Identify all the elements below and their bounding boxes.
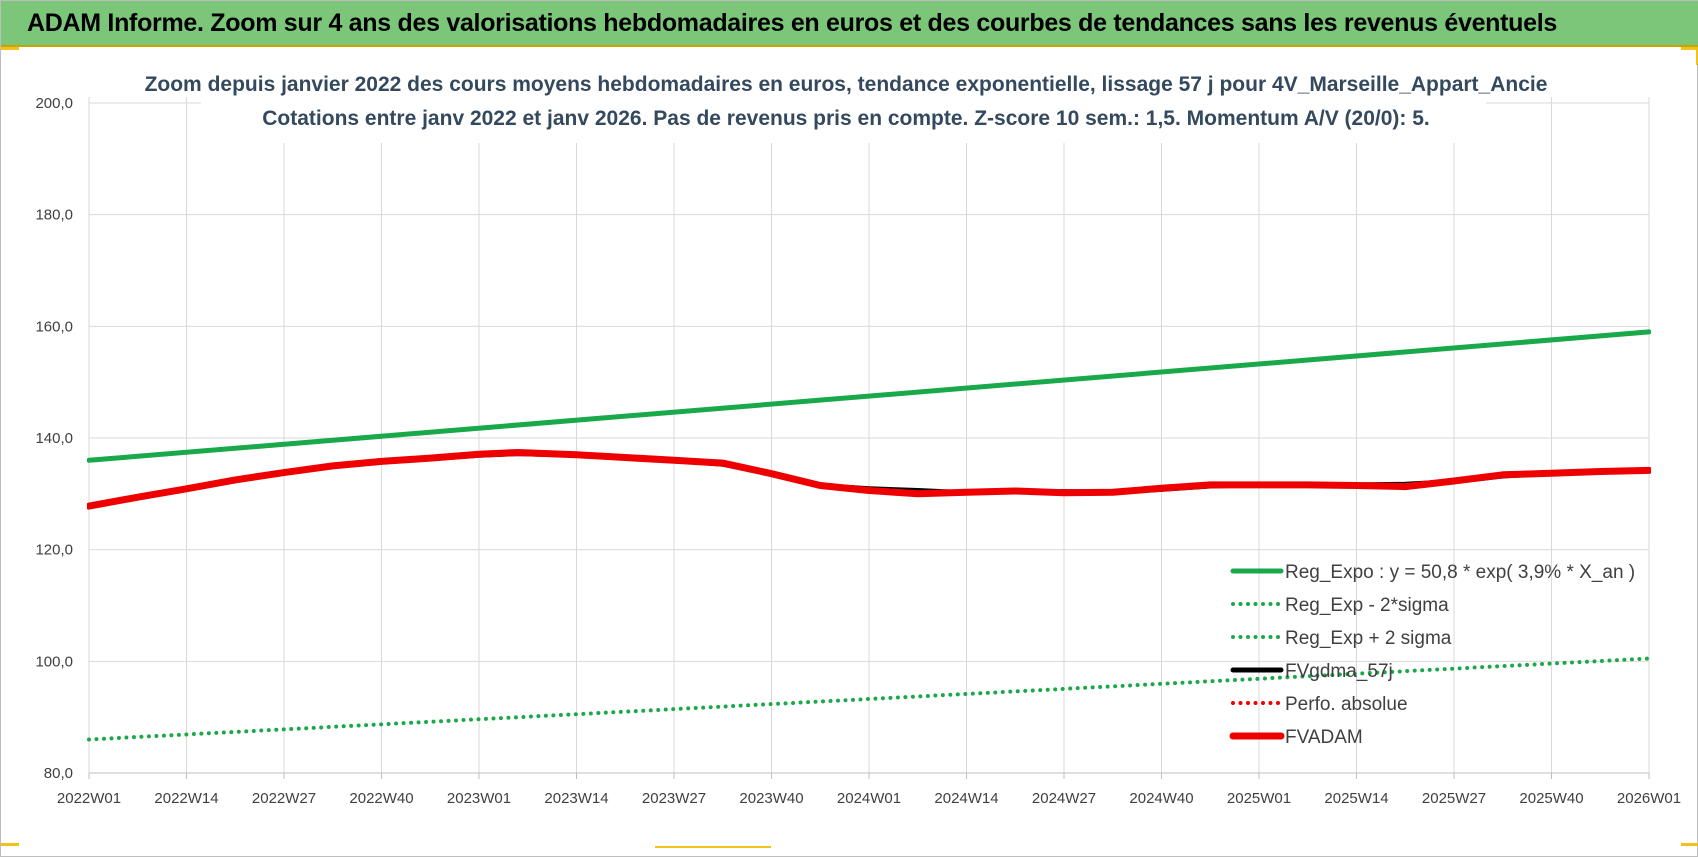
- x-tick-label: 2022W40: [349, 790, 413, 807]
- x-tick-label: 2025W14: [1324, 790, 1388, 807]
- corner-mark-bottom-left: [1, 843, 19, 846]
- legend-label: Perfo. absolue: [1285, 694, 1408, 715]
- series-line-reg-expo-y-50-8-exp-3-9-x-an: [87, 329, 1651, 463]
- x-tick-label: 2022W01: [57, 790, 121, 807]
- y-tick-label: 120,0: [35, 542, 73, 559]
- legend-label: FVgdma_57j: [1285, 661, 1393, 682]
- corner-mark-top-left: [1, 47, 19, 50]
- y-tick-label: 140,0: [35, 430, 73, 447]
- x-tick-label: 2023W01: [447, 790, 511, 807]
- x-tick-label: 2024W14: [934, 790, 998, 807]
- corner-mark-top-right-v: [1696, 47, 1698, 65]
- legend-label: Reg_Exp - 2*sigma: [1285, 595, 1449, 616]
- bottom-handle-mark: [655, 846, 771, 848]
- x-tick-label: 2023W40: [739, 790, 803, 807]
- banner-title: ADAM Informe. Zoom sur 4 ans des valoris…: [27, 9, 1557, 37]
- series-line-perfo-absolue: [87, 450, 1651, 509]
- x-tick-label: 2022W14: [154, 790, 218, 807]
- x-tick-label: 2026W01: [1617, 790, 1681, 807]
- x-tick-label: 2024W27: [1032, 790, 1096, 807]
- x-tick-label: 2025W01: [1227, 790, 1291, 807]
- x-tick-label: 2023W14: [544, 790, 608, 807]
- y-tick-label: 180,0: [35, 207, 73, 224]
- y-tick-label: 160,0: [35, 318, 73, 335]
- x-tick-label: 2024W01: [837, 790, 901, 807]
- x-tick-label: 2024W40: [1129, 790, 1193, 807]
- title-background: [201, 87, 1486, 143]
- y-tick-label: 80,0: [44, 765, 73, 782]
- x-tick-label: 2025W27: [1422, 790, 1486, 807]
- x-tick-label: 2023W27: [642, 790, 706, 807]
- series-layer: [87, 329, 1651, 742]
- corner-mark-bottom-right: [1681, 843, 1698, 846]
- legend-label: FVADAM: [1285, 727, 1363, 748]
- x-tick-label: 2022W27: [252, 790, 316, 807]
- chart-title-line1: Zoom depuis janvier 2022 des cours moyen…: [145, 73, 1548, 96]
- legend-label: Reg_Exp + 2 sigma: [1285, 628, 1452, 649]
- axis-layer: 80,0 100,0 120,0 140,0 160,0 180,0 200,0 2022W0…: [35, 95, 1681, 807]
- y-tick-label: 100,0: [35, 653, 73, 670]
- corner-mark-top-right: [1681, 47, 1698, 50]
- header-banner: ADAM Informe. Zoom sur 4 ans des valoris…: [1, 1, 1698, 47]
- y-tick-label: 200,0: [35, 95, 73, 112]
- x-tick-label: 2025W40: [1519, 790, 1583, 807]
- chart-legend: Reg_Expo : y = 50,8 * exp( 3,9% * X_an )…: [1229, 562, 1635, 748]
- series-line-reg-exp-2-sigma: [87, 656, 1651, 742]
- legend-label: Reg_Expo : y = 50,8 * exp( 3,9% * X_an ): [1285, 562, 1635, 583]
- chart-title-line2: Cotations entre janv 2022 et janv 2026. …: [262, 107, 1430, 130]
